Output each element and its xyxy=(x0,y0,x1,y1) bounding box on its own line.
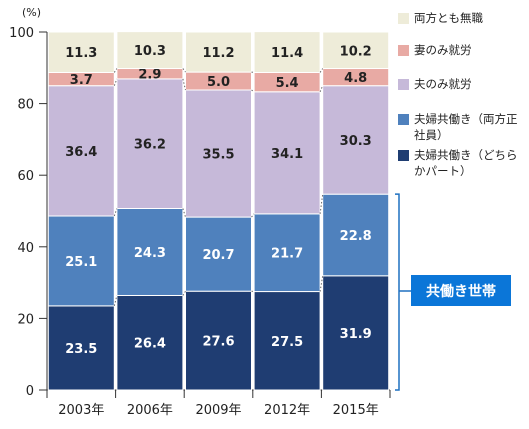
data-label: 36.4 xyxy=(65,145,97,160)
bar-segment xyxy=(253,31,321,73)
bar-segment xyxy=(322,85,390,195)
data-label: 3.7 xyxy=(70,73,93,88)
dual-income-callout: 共働き世帯 xyxy=(411,275,511,306)
legend-item-wife-only: 妻のみ就労 xyxy=(398,42,528,58)
data-label: 34.1 xyxy=(271,147,303,162)
data-label: 5.0 xyxy=(207,75,230,90)
legend-label: 夫婦共働き（どちらかパート） xyxy=(414,148,518,178)
bar-segment xyxy=(116,207,184,296)
y-tick-label: 40 xyxy=(17,241,34,256)
y-tick-label: 0 xyxy=(26,384,34,399)
bar-segment xyxy=(116,294,184,391)
bar-segment xyxy=(47,305,115,391)
data-label: 11.4 xyxy=(271,46,303,61)
legend-swatch xyxy=(398,150,409,161)
data-label: 31.9 xyxy=(340,327,372,342)
x-tick-label: 2015年 xyxy=(333,403,379,418)
bar-segment xyxy=(185,89,252,218)
data-label: 20.7 xyxy=(202,248,234,263)
connector-line xyxy=(182,68,186,73)
x-tick-label: 2009年 xyxy=(195,403,241,418)
y-tick-label: 20 xyxy=(17,312,34,327)
data-label: 27.6 xyxy=(202,335,234,350)
data-label: 27.5 xyxy=(271,335,303,350)
legend: 両方とも無職 妻のみ就労 夫のみ就労 夫婦共働き（両方正社員） 夫婦共働き（どち… xyxy=(398,10,528,179)
legend-label: 妻のみ就労 xyxy=(414,43,472,57)
legend-label: 両方とも無職 xyxy=(414,11,483,25)
bar-segment xyxy=(47,215,115,307)
legend-label: 夫のみ就労 xyxy=(414,77,472,91)
data-label: 35.5 xyxy=(202,148,234,163)
data-label: 24.3 xyxy=(134,246,166,261)
data-label: 26.4 xyxy=(134,337,166,352)
legend-label: 夫婦共働き（両方正社員） xyxy=(414,112,518,142)
data-label: 4.8 xyxy=(344,71,367,86)
legend-item-dual-fulltime: 夫婦共働き（両方正社員） xyxy=(398,111,528,143)
data-label: 25.1 xyxy=(65,255,97,270)
bar-segment xyxy=(322,193,390,277)
data-label: 10.2 xyxy=(340,44,372,59)
y-tick-label: 100 xyxy=(9,26,34,41)
connector-line xyxy=(182,290,186,296)
connector-line xyxy=(319,275,324,292)
connector-line xyxy=(113,208,118,217)
data-label: 11.3 xyxy=(65,46,97,61)
bar-segment xyxy=(116,31,184,70)
connector-line xyxy=(182,208,186,218)
data-label: 22.8 xyxy=(340,229,372,244)
data-label: 21.7 xyxy=(271,247,303,262)
data-label: 36.2 xyxy=(134,138,166,153)
bar-segment xyxy=(47,31,115,73)
connector-line xyxy=(319,68,324,73)
bar-segment xyxy=(116,78,184,209)
legend-item-husband-only: 夫のみ就労 xyxy=(398,76,528,92)
y-unit-label: (%) xyxy=(22,6,41,19)
bar-segment xyxy=(322,275,390,391)
bar-segment xyxy=(253,291,321,391)
connector-line xyxy=(113,78,118,86)
bar-segment xyxy=(253,213,321,293)
data-label: 11.2 xyxy=(202,46,234,61)
y-tick-label: 80 xyxy=(17,98,34,113)
x-tick-label: 2012年 xyxy=(264,403,310,418)
legend-swatch xyxy=(398,79,409,90)
connector-line xyxy=(113,68,118,73)
connector-line xyxy=(251,89,255,93)
data-label: 30.3 xyxy=(340,134,372,149)
dual-income-bracket xyxy=(395,193,400,391)
legend-swatch xyxy=(398,114,409,125)
data-label: 10.3 xyxy=(134,44,166,59)
data-label: 5.4 xyxy=(276,76,299,91)
data-label: 23.5 xyxy=(65,342,97,357)
legend-item-dual-parttime: 夫婦共働き（どちらかパート） xyxy=(398,147,528,179)
legend-swatch xyxy=(398,45,409,56)
x-tick-label: 2003年 xyxy=(58,403,104,418)
connector-line xyxy=(319,85,324,92)
bar-segment xyxy=(253,91,321,215)
bar-segment xyxy=(47,85,115,217)
legend-swatch xyxy=(398,13,409,24)
y-tick-label: 60 xyxy=(17,169,34,184)
legend-item-none-working: 両方とも無職 xyxy=(398,10,528,26)
bar-segment xyxy=(322,31,390,70)
bar-segment xyxy=(185,31,252,73)
connector-line xyxy=(251,213,255,218)
x-tick-label: 2006年 xyxy=(127,403,173,418)
data-label: 2.9 xyxy=(138,68,161,83)
